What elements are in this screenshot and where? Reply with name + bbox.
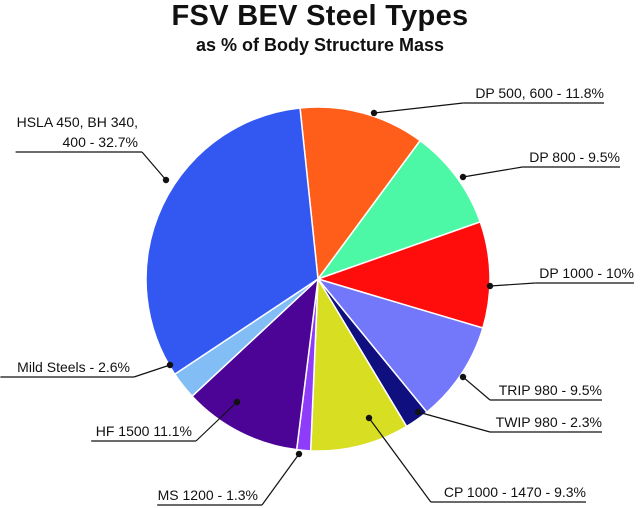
slice-label-group: DP 800 - 9.5% <box>459 149 620 181</box>
slice-label: CP 1000 - 1470 - 9.3% <box>444 484 586 500</box>
pie-slice <box>191 277 320 451</box>
pie-slice <box>315 277 484 414</box>
slice-label: HSLA 450, BH 340, <box>17 114 138 130</box>
slice-label: HF 1500 11.1% <box>96 423 192 439</box>
slice-label: 400 - 32.7% <box>63 134 139 150</box>
leader-line <box>462 166 523 178</box>
slice-label-group: TWIP 980 - 2.3% <box>414 408 602 433</box>
slice-label: TRIP 980 - 9.5% <box>499 382 602 398</box>
leader-dot <box>486 282 494 290</box>
pie-slice <box>315 220 491 329</box>
slice-label-group: Mild Steels - 2.6% <box>0 359 174 378</box>
pie-slice <box>145 107 319 376</box>
pie-slice <box>299 106 422 281</box>
pie-slice <box>315 139 482 281</box>
slice-label-group: MS 1200 - 1.3% <box>157 450 303 506</box>
leader-line <box>368 417 432 503</box>
leader-line <box>489 282 536 287</box>
leader-line <box>195 401 238 442</box>
leader-dot <box>233 398 241 406</box>
leader-line <box>417 411 491 433</box>
chart-title: FSV BEV Steel Types <box>171 0 469 32</box>
leader-dot <box>370 109 378 117</box>
leader-line <box>141 151 167 181</box>
leader-line <box>133 364 171 378</box>
slice-label: DP 1000 - 10% <box>539 265 634 281</box>
slice-label-group: HSLA 450, BH 340, 400 - 32.7% <box>15 114 170 184</box>
slice-label: MS 1200 - 1.3% <box>158 487 258 503</box>
leader-line <box>261 453 300 506</box>
slice-label-group: DP 1000 - 10% <box>486 265 634 290</box>
leader-dot <box>414 408 422 416</box>
leader-dot <box>459 173 467 181</box>
leader-dot <box>162 176 170 184</box>
leader-dot <box>166 361 174 369</box>
slice-label-group: DP 500, 600 - 11.8% <box>370 85 604 117</box>
slice-label-group: TRIP 980 - 9.5% <box>459 373 602 401</box>
leader-line <box>373 102 464 114</box>
slice-label: TWIP 980 - 2.3% <box>496 414 602 430</box>
pie-slice <box>309 276 408 452</box>
slice-label: Mild Steels - 2.6% <box>17 359 130 375</box>
slice-label-group: HF 1500 11.1% <box>91 398 241 442</box>
leader-dot <box>295 450 303 458</box>
leader-line <box>462 376 491 401</box>
chart-subtitle: as % of Body Structure Mass <box>195 35 445 55</box>
leader-dot <box>459 373 467 381</box>
slice-label: DP 500, 600 - 11.8% <box>475 85 604 101</box>
slice-label: DP 800 - 9.5% <box>529 149 620 165</box>
leader-dot <box>365 414 373 422</box>
slice-label-group: CP 1000 - 1470 - 9.3% <box>365 414 586 503</box>
